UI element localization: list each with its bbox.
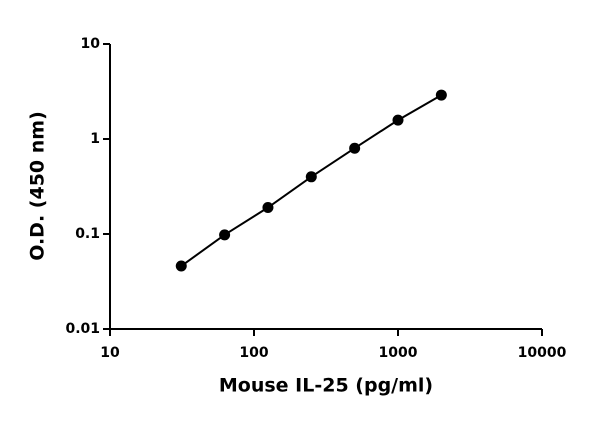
data-point — [262, 202, 274, 214]
data-point — [219, 229, 231, 241]
data-point — [305, 171, 317, 183]
y-tick-label: 1 — [90, 131, 100, 147]
x-tick-label: 100 — [239, 345, 268, 361]
data-point — [349, 142, 361, 154]
data-point — [392, 114, 404, 126]
x-tick-label: 10 — [100, 345, 120, 361]
y-axis-title: O.D. (450 nm) — [27, 111, 49, 261]
data-point — [435, 89, 447, 101]
y-tick-label: 0.01 — [65, 321, 100, 337]
y-tick-label: 10 — [81, 36, 101, 52]
data-point — [175, 260, 187, 272]
x-tick-label: 10000 — [518, 345, 567, 361]
x-tick-label: 1000 — [379, 345, 418, 361]
x-axis-title: Mouse IL-25 (pg/ml) — [219, 375, 433, 397]
y-tick-label: 0.1 — [75, 226, 100, 242]
